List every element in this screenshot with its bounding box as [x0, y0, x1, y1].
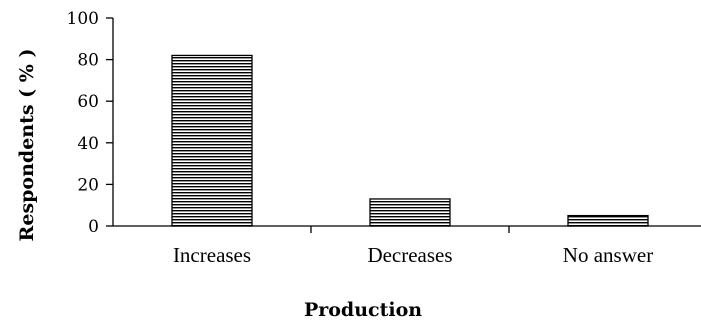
bar-no-answer — [567, 214, 649, 227]
bars-group — [171, 54, 649, 227]
y-axis-title: Respondents ( % ) — [16, 49, 38, 242]
x-category-label: Decreases — [367, 243, 452, 267]
y-tick-label: 80 — [77, 51, 99, 71]
y-tick-label: 100 — [67, 9, 99, 29]
x-ticks-group — [310, 226, 510, 233]
x-category-label: Increases — [173, 243, 251, 267]
y-tick-labels-group: 0 20 40 60 80 100 — [67, 9, 99, 237]
x-category-label: No answer — [563, 243, 653, 267]
y-tick-label: 60 — [77, 92, 99, 112]
y-tick-label: 40 — [77, 134, 99, 154]
bar-decreases — [369, 198, 451, 227]
y-ticks-group — [106, 17, 113, 227]
bar-increases — [171, 54, 253, 227]
y-tick-label: 20 — [77, 175, 99, 195]
x-axis-title: Production — [304, 299, 422, 320]
y-tick-label: 0 — [88, 217, 99, 237]
x-tick-labels-group: Increases Decreases No answer — [173, 243, 653, 267]
